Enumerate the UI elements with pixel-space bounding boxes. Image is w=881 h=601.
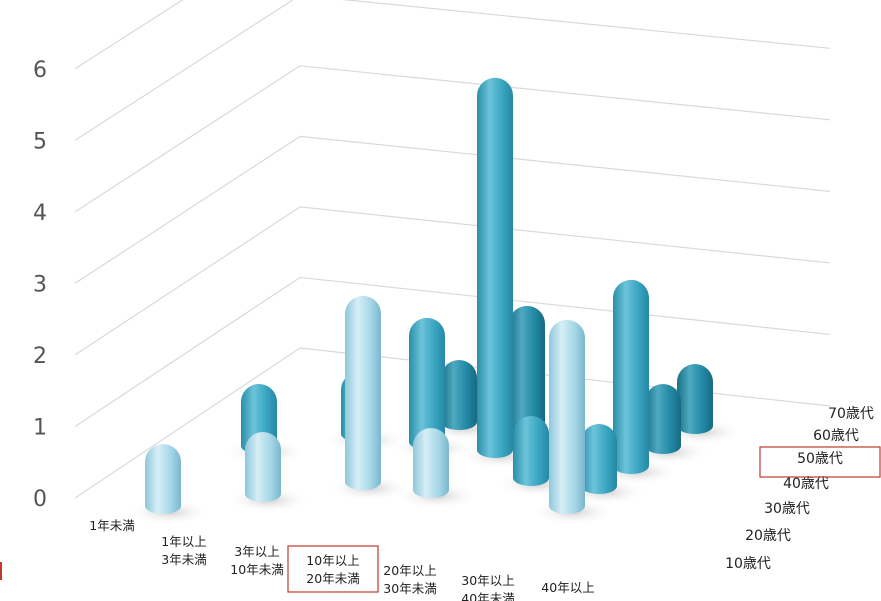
x-axis-labels: 1年未満 1年以上 3年未満 3年以上 10年未満 10年以上 20年未満 20年以上 30年未… — [0, 518, 595, 601]
gridline — [74, 0, 831, 141]
depth-category-label: 30歳代 — [764, 501, 810, 517]
x-category-label: 20年未満 — [306, 571, 359, 586]
bar-cylinder — [245, 431, 281, 502]
gridline — [74, 0, 184, 70]
y-tick-label: 2 — [33, 344, 47, 369]
gridline — [74, 276, 831, 427]
y-tick-label: 5 — [33, 129, 47, 154]
depth-category-label: 20歳代 — [745, 528, 791, 544]
y-tick-label: 1 — [33, 415, 47, 440]
gridline — [74, 65, 831, 213]
bar-cylinder — [613, 279, 649, 474]
y-tick-label: 4 — [33, 201, 47, 226]
bar-cylinder — [409, 317, 445, 450]
x-category-label: 40年未満 — [461, 591, 514, 601]
bar-cylinder — [345, 295, 381, 490]
x-category-label: 30年以上 — [461, 573, 514, 588]
bar-cylinder — [645, 383, 681, 454]
bar-cylinder — [145, 443, 181, 514]
gridline — [74, 206, 831, 356]
bar-cylinder — [509, 305, 545, 438]
bar-cylinder — [677, 363, 713, 434]
depth-category-label: 60歳代 — [813, 428, 859, 444]
x-category-label: 10年以上 — [306, 553, 359, 568]
depth-axis-labels: 10歳代 20歳代 30歳代 40歳代 50歳代 60歳代 70歳代 — [725, 406, 881, 572]
depth-category-label: 10歳代 — [725, 556, 771, 572]
x-category-highlight-box — [287, 545, 379, 593]
gridline — [74, 347, 831, 499]
depth-category-label: 70歳代 — [828, 406, 874, 422]
x-category-label: 1年未満 — [89, 518, 134, 533]
x-category-label: 10年未満 — [230, 562, 283, 577]
depth-category-highlight-box — [759, 446, 881, 478]
bars — [145, 77, 713, 514]
bar-cylinder — [477, 77, 513, 458]
x-category-label: 20年以上 — [383, 563, 436, 578]
x-category-label: 3年以上 — [234, 544, 279, 559]
x-category-label: 1年以上 — [161, 534, 206, 549]
y-tick-label: 3 — [33, 272, 47, 297]
gridline — [74, 135, 831, 284]
x-category-label: 40年以上 — [541, 580, 594, 595]
gridlines — [74, 0, 831, 499]
bar-cylinder — [513, 415, 549, 486]
y-axis-ticks: 0 1 2 3 4 5 6 — [33, 58, 47, 512]
depth-category-label: 40歳代 — [783, 476, 829, 492]
x-category-label: 3年未満 — [161, 552, 206, 567]
y-tick-label: 6 — [33, 58, 47, 83]
depth-category-label: 50歳代 — [797, 451, 843, 467]
bar-cylinder — [549, 319, 585, 514]
x-category-label: 30年未満 — [383, 581, 436, 596]
bar-cylinder — [441, 359, 477, 430]
y-tick-label: 0 — [33, 487, 47, 512]
bar-cylinder — [413, 427, 449, 498]
edge-marker — [0, 562, 2, 580]
bar-cylinder — [581, 423, 617, 494]
